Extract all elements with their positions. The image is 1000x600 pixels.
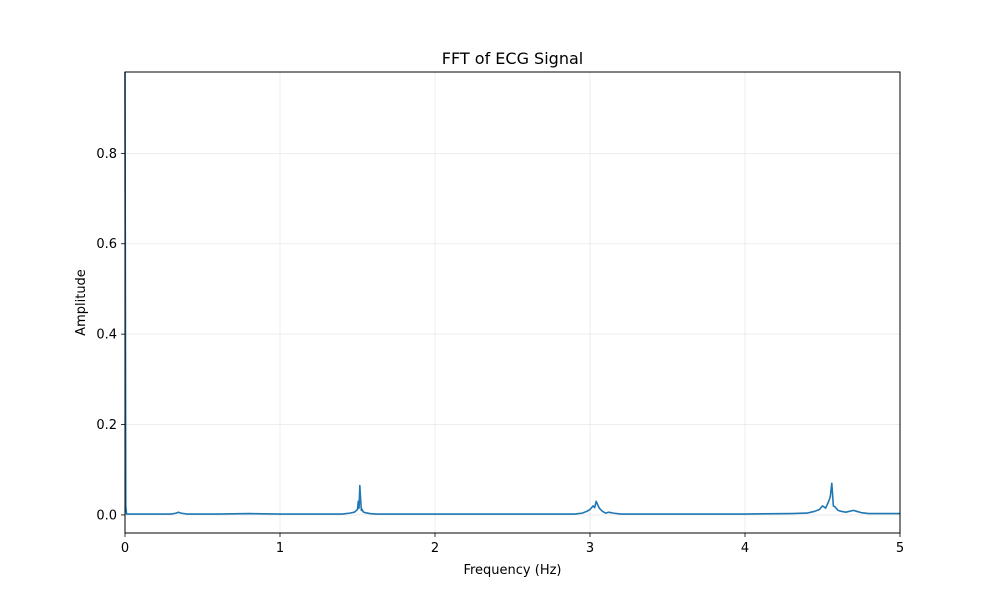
y-axis-label: Amplitude: [74, 269, 89, 336]
grid: [124, 72, 901, 533]
y-tick-label: 0.4: [96, 328, 117, 343]
y-axis: 0.0 0.2 0.4 0.6 0.8: [96, 147, 125, 523]
y-tick-label: 0.2: [96, 418, 117, 433]
y-tick-label: 0.0: [96, 508, 117, 523]
x-axis-label: Frequency (Hz): [463, 563, 561, 578]
chart-title: FFT of ECG Signal: [442, 49, 583, 68]
plot-area: [125, 72, 900, 533]
y-tick-label: 0.8: [96, 147, 117, 162]
x-tick-label: 2: [431, 541, 439, 556]
x-tick-label: 0: [121, 541, 129, 556]
plot-frame: [124, 71, 901, 534]
series-line-0: [124, 71, 900, 515]
x-tick-label: 3: [586, 541, 594, 556]
x-tick-label: 1: [276, 541, 284, 556]
x-tick-label: 4: [741, 541, 749, 556]
x-tick-label: 5: [896, 541, 904, 556]
series-layer: [124, 71, 900, 515]
x-axis: 0 1 2 3 4 5: [121, 533, 904, 556]
y-tick-label: 0.6: [96, 237, 117, 252]
